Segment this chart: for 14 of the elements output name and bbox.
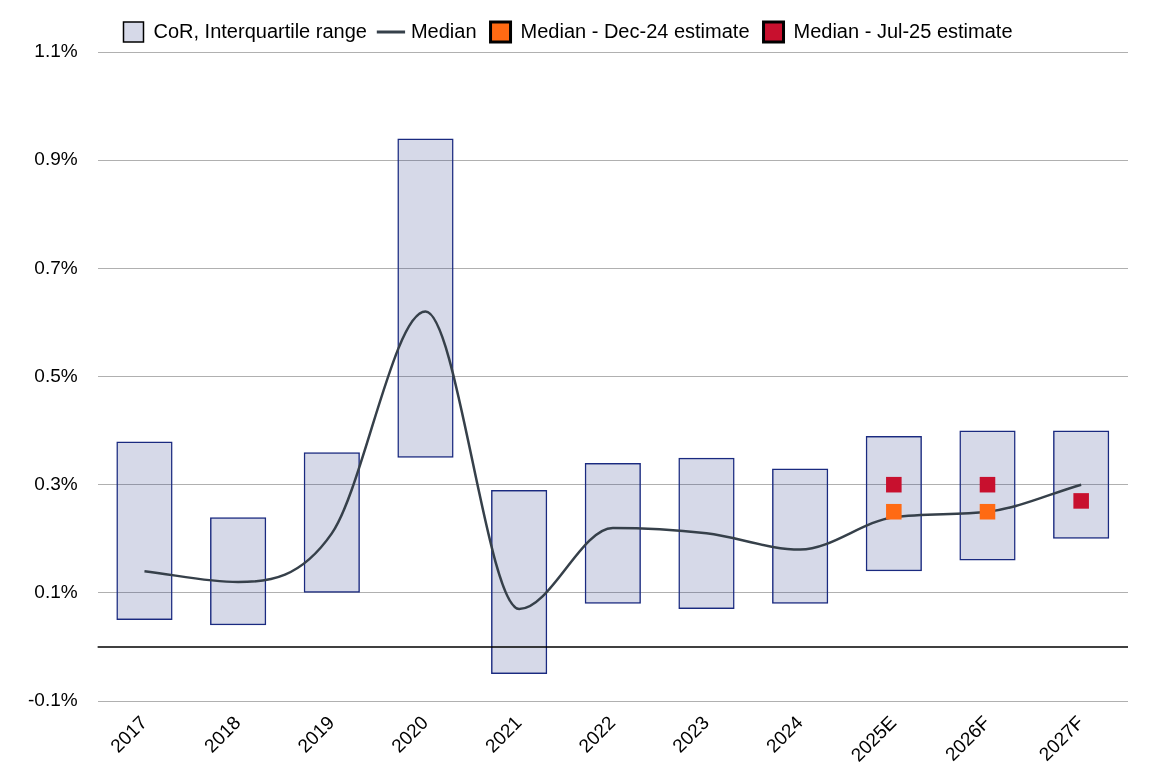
y-tick-label: 1.1% [34,40,78,62]
legend-label: Median - Dec-24 estimate [520,19,750,42]
y-tick-label: 0.7% [34,256,78,278]
legend-label: CoR, Interquartile range [153,19,367,42]
line-series [143,310,1083,611]
y-tick-label: 0.1% [34,581,78,603]
legend-label: Median - Jul-25 estimate [793,19,1013,42]
y-tick-label: -0.1% [27,689,78,711]
y-tick-label: 0.9% [34,148,78,170]
legend-label: Median [410,19,477,42]
bar [116,441,173,620]
bar [772,468,829,604]
y-tick-label: 0.3% [34,472,78,494]
y-tick-label: 0.5% [34,364,78,386]
